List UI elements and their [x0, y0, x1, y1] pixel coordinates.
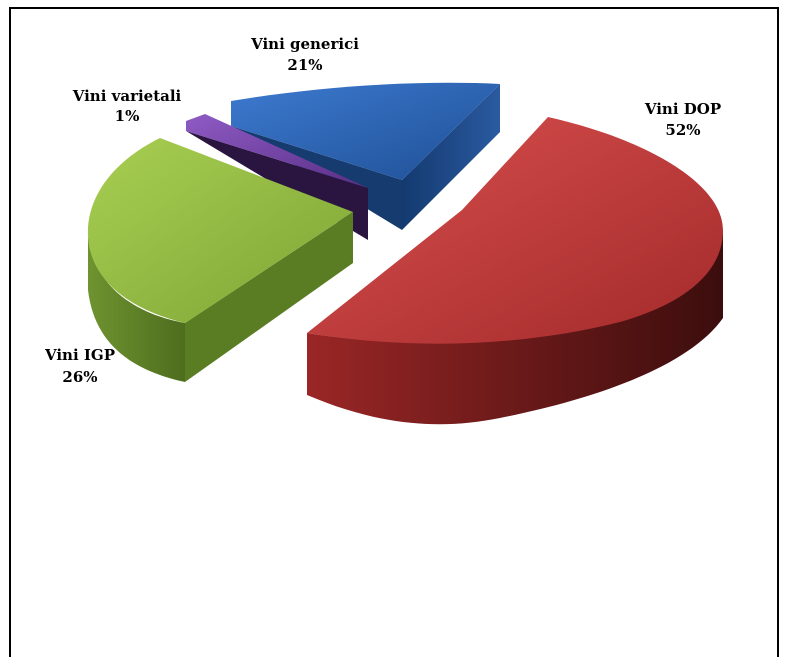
- chart-frame: [9, 7, 779, 657]
- label-vini-dop-name: Vini DOP: [644, 100, 721, 118]
- slice-vini-igp-side: [88, 236, 185, 382]
- label-vini-varietali-value: 1%: [115, 107, 140, 125]
- label-vini-generici-value: 21%: [287, 56, 322, 74]
- label-vini-dop-value: 52%: [665, 121, 700, 139]
- label-vini-igp-name: Vini IGP: [44, 346, 115, 364]
- slice-vini-dop: [307, 117, 723, 425]
- slice-vini-generici-top: [231, 82, 500, 180]
- slice-vini-generici-side: [402, 84, 500, 230]
- slice-vini-igp-top: [87, 138, 354, 323]
- label-vini-varietali-name: Vini varietali: [72, 87, 182, 105]
- slice-vini-dop-top: [307, 117, 723, 344]
- slice-vini-varietali-top: [186, 114, 368, 188]
- slice-vini-igp-side-right: [185, 212, 353, 382]
- label-vini-generici-name: Vini generici: [250, 35, 359, 53]
- slice-vini-igp: [87, 138, 354, 382]
- label-vini-igp-value: 26%: [62, 368, 97, 386]
